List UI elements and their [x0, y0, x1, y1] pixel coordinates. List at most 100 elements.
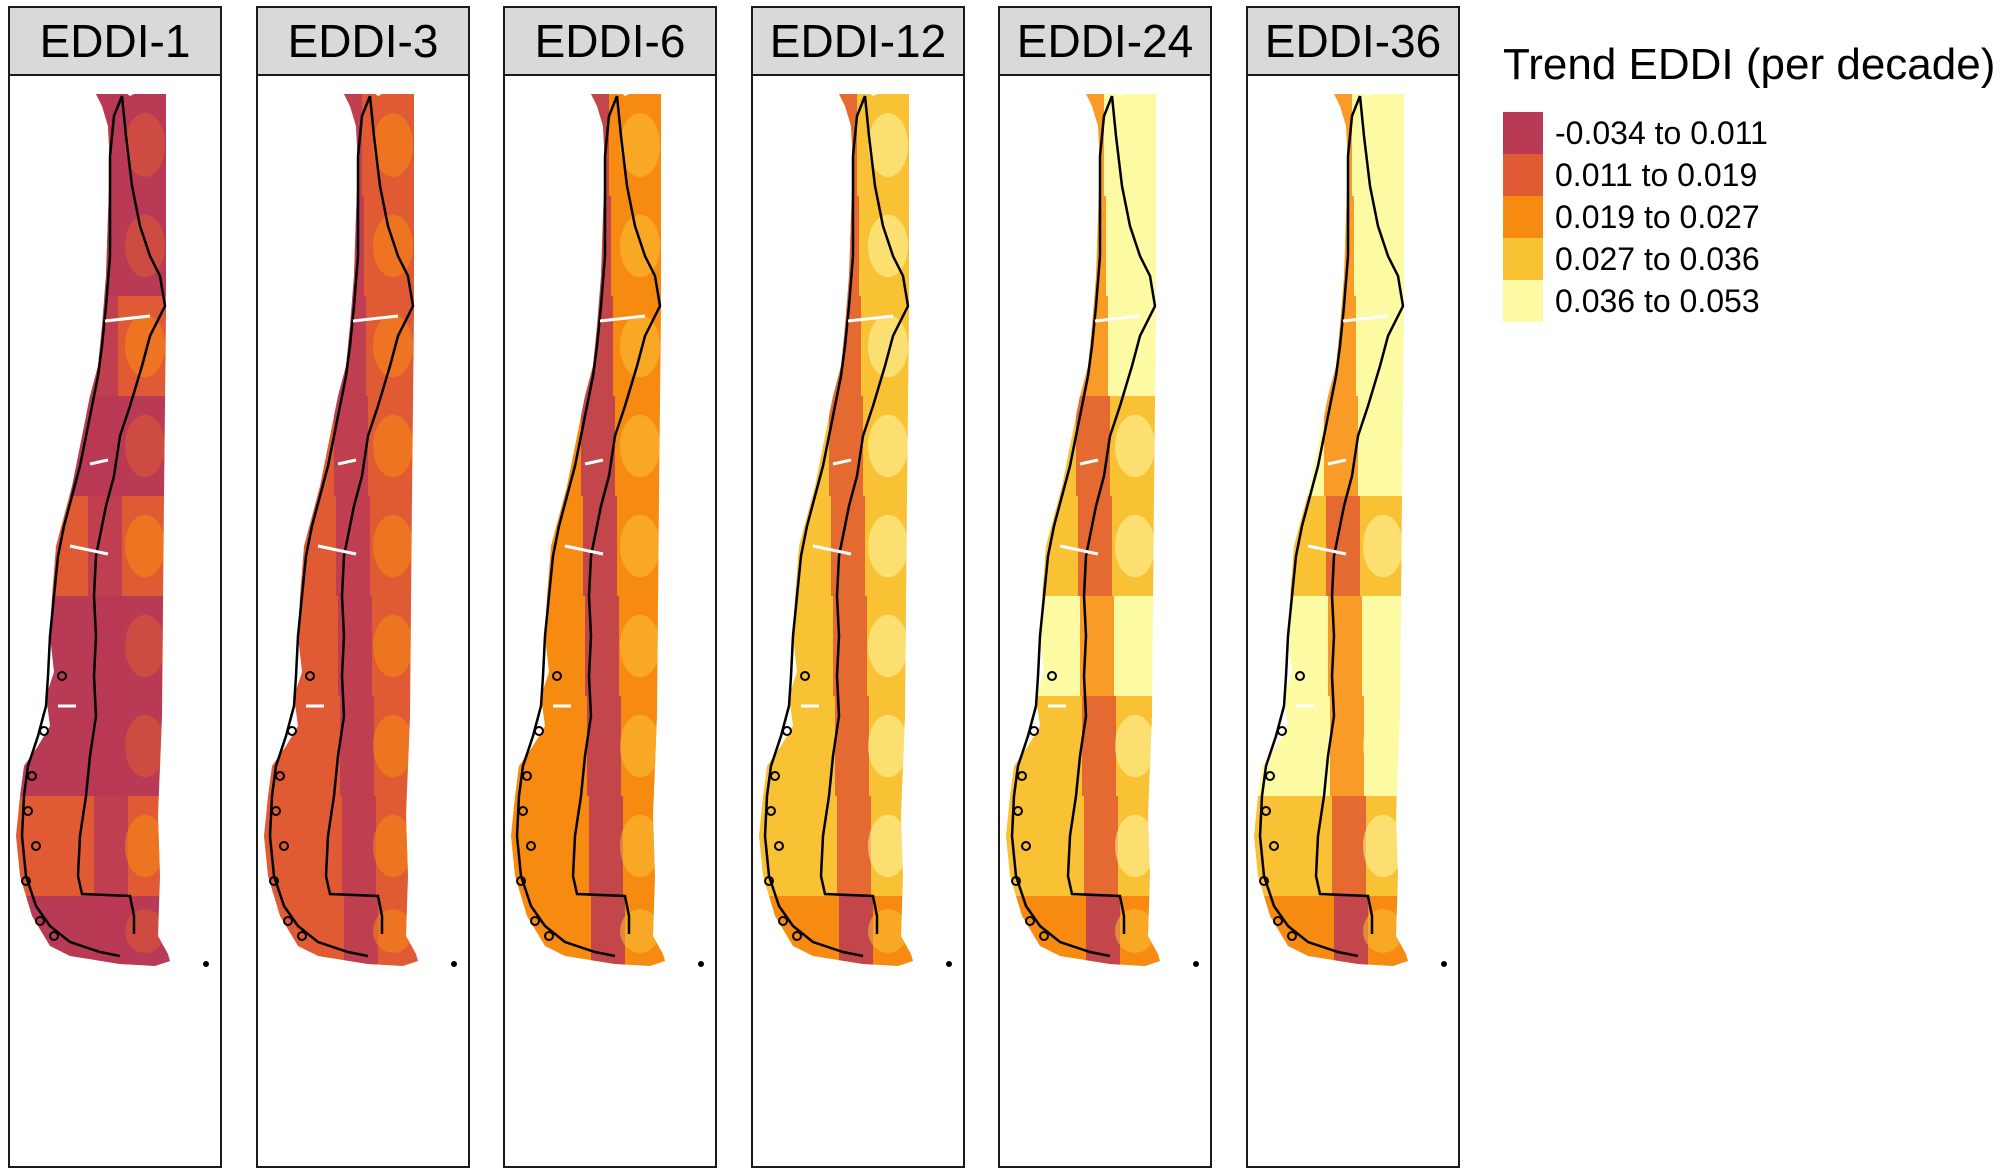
raster-patch: [373, 615, 413, 678]
raster-patch: [125, 315, 165, 378]
raster-patch: [1363, 315, 1403, 378]
legend-label: -0.034 to 0.011: [1555, 115, 1768, 152]
map-panel-eddi-12: EDDI-12: [751, 6, 965, 1168]
legend-label: 0.036 to 0.053: [1555, 283, 1760, 320]
island-outline: [288, 727, 296, 735]
raster-band-andes: [340, 696, 374, 796]
raster-band-andes: [1332, 796, 1366, 896]
trend-map: [1248, 76, 1458, 1166]
map-panel-eddi-1: EDDI-1: [8, 6, 222, 1168]
island-outline: [40, 727, 48, 735]
legend-label: 0.027 to 0.036: [1555, 241, 1760, 278]
raster-band-andes: [1330, 696, 1364, 796]
panel-strip-title: EDDI-6: [503, 6, 717, 76]
legend: Trend EDDI (per decade) -0.034 to 0.011 …: [1503, 40, 1995, 322]
raster-band-andes: [837, 796, 871, 896]
raster-patch: [125, 909, 165, 953]
raster-patch: [125, 515, 165, 578]
legend-item: 0.036 to 0.053: [1503, 280, 1995, 322]
trend-map: [1000, 76, 1210, 1166]
island-outline: [783, 727, 791, 735]
legend-label: 0.011 to 0.019: [1555, 157, 1757, 194]
island-outline: [1278, 727, 1286, 735]
raster-patch: [1115, 215, 1155, 278]
raster-band-andes: [342, 796, 376, 896]
island-dot: [203, 961, 209, 967]
raster-patch: [620, 815, 660, 878]
island-dot: [451, 961, 457, 967]
raster-patch: [125, 815, 165, 878]
raster-patch: [1363, 215, 1403, 278]
raster-band: [258, 94, 468, 196]
raster-patch: [373, 415, 413, 478]
raster-layer: [753, 94, 963, 966]
island-dot: [1193, 961, 1199, 967]
map-frame: [998, 76, 1212, 1168]
raster-patch: [1363, 415, 1403, 478]
raster-patch: [620, 909, 660, 953]
raster-patch: [1115, 815, 1155, 878]
raster-patch: [1115, 909, 1155, 953]
trend-map: [505, 76, 715, 1166]
raster-patch: [868, 415, 908, 478]
raster-patch: [1115, 515, 1155, 578]
legend-title: Trend EDDI (per decade): [1503, 40, 1995, 90]
raster-band: [1248, 94, 1458, 196]
raster-patch: [868, 215, 908, 278]
raster-layer: [10, 94, 220, 966]
raster-patch: [620, 715, 660, 778]
panel-strip-title: EDDI-3: [256, 6, 470, 76]
raster-band-andes: [1084, 796, 1118, 896]
raster-patch: [620, 415, 660, 478]
raster-patch: [373, 909, 413, 953]
legend-swatch: [1503, 238, 1543, 280]
raster-layer: [1248, 94, 1458, 966]
raster-patch: [620, 315, 660, 378]
legend-list: -0.034 to 0.011 0.011 to 0.019 0.019 to …: [1503, 112, 1995, 322]
island-outline: [535, 727, 543, 735]
raster-patch: [373, 215, 413, 278]
legend-swatch: [1503, 280, 1543, 322]
raster-patch: [1115, 715, 1155, 778]
raster-patch: [868, 909, 908, 953]
panel-strip-title: EDDI-36: [1246, 6, 1460, 76]
raster-patch: [373, 715, 413, 778]
raster-patch: [1115, 415, 1155, 478]
raster-patch: [620, 615, 660, 678]
map-frame: [1246, 76, 1460, 1168]
trend-map: [753, 76, 963, 1166]
map-panel-eddi-6: EDDI-6: [503, 6, 717, 1168]
map-panel-eddi-36: EDDI-36: [1246, 6, 1460, 1168]
raster-patch: [1115, 615, 1155, 678]
raster-patch: [868, 615, 908, 678]
raster-patch: [373, 815, 413, 878]
raster-patch: [373, 315, 413, 378]
island-dot: [946, 961, 952, 967]
trend-map: [10, 76, 220, 1166]
raster-layer: [505, 94, 715, 966]
map-panel-eddi-24: EDDI-24: [998, 6, 1212, 1168]
panel-strip-title: EDDI-12: [751, 6, 965, 76]
map-frame: [751, 76, 965, 1168]
legend-swatch: [1503, 196, 1543, 238]
raster-patch: [868, 815, 908, 878]
map-frame: [256, 76, 470, 1168]
raster-patch: [868, 315, 908, 378]
raster-layer: [258, 94, 468, 966]
raster-patch: [125, 215, 165, 278]
legend-item: 0.027 to 0.036: [1503, 238, 1995, 280]
raster-band: [1000, 94, 1210, 196]
raster-patch: [620, 215, 660, 278]
trend-map: [258, 76, 468, 1166]
raster-patch: [125, 415, 165, 478]
raster-patch: [1115, 315, 1155, 378]
legend-label: 0.019 to 0.027: [1555, 199, 1760, 236]
raster-band: [10, 94, 220, 196]
raster-band-andes: [92, 696, 126, 796]
raster-patch: [1363, 815, 1403, 878]
raster-patch: [1363, 615, 1403, 678]
island-dot: [1441, 961, 1447, 967]
panel-strip-title: EDDI-1: [8, 6, 222, 76]
raster-band-andes: [1082, 696, 1116, 796]
raster-band: [505, 94, 715, 196]
